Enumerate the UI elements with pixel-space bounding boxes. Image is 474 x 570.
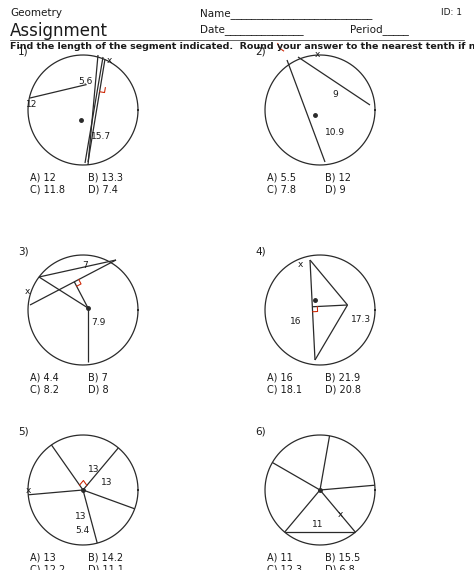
Text: 16: 16 <box>291 317 302 326</box>
Text: Find the length of the segment indicated.  Round your answer to the nearest tent: Find the length of the segment indicated… <box>10 42 474 51</box>
Text: A) 4.4: A) 4.4 <box>30 373 59 383</box>
Text: 13: 13 <box>75 512 86 521</box>
Text: Name___________________________: Name___________________________ <box>200 8 373 19</box>
Text: A) 11: A) 11 <box>267 553 293 563</box>
Text: A) 13: A) 13 <box>30 553 56 563</box>
Text: B) 21.9: B) 21.9 <box>325 373 360 383</box>
Text: B) 14.2: B) 14.2 <box>88 553 123 563</box>
Text: 9: 9 <box>332 90 338 99</box>
Text: Date_______________: Date_______________ <box>200 24 304 35</box>
Text: B) 7: B) 7 <box>88 373 108 383</box>
Text: x: x <box>25 287 30 296</box>
Text: A) 16: A) 16 <box>267 373 293 383</box>
Text: B) 13.3: B) 13.3 <box>88 173 123 183</box>
Text: 5.6: 5.6 <box>78 77 93 86</box>
Text: 2): 2) <box>255 47 265 57</box>
Text: x: x <box>298 260 303 269</box>
Text: D) 9: D) 9 <box>325 185 346 195</box>
Text: Assignment: Assignment <box>10 22 108 40</box>
Text: ID: 1: ID: 1 <box>441 8 462 17</box>
Text: 5): 5) <box>18 427 28 437</box>
Text: 13: 13 <box>88 465 100 474</box>
Text: D) 6.8: D) 6.8 <box>325 565 355 570</box>
Text: A) 5.5: A) 5.5 <box>267 173 296 183</box>
Text: 7: 7 <box>82 260 88 270</box>
Text: Period_____: Period_____ <box>350 24 409 35</box>
Text: Geometry: Geometry <box>10 8 62 18</box>
Text: x: x <box>315 50 320 59</box>
Text: 6): 6) <box>255 427 265 437</box>
Text: C) 7.8: C) 7.8 <box>267 185 296 195</box>
Text: 11: 11 <box>312 520 323 529</box>
Text: x: x <box>26 486 31 495</box>
Text: 4): 4) <box>255 247 265 257</box>
Text: 7.9: 7.9 <box>91 318 105 327</box>
Text: D) 7.4: D) 7.4 <box>88 185 118 195</box>
Text: 12: 12 <box>26 100 37 109</box>
Text: x: x <box>107 56 112 65</box>
Text: D) 8: D) 8 <box>88 385 109 395</box>
Text: D) 11.1: D) 11.1 <box>88 565 124 570</box>
Text: 1): 1) <box>18 47 28 57</box>
Text: 3): 3) <box>18 247 28 257</box>
Text: 17.3: 17.3 <box>350 315 371 324</box>
Text: C) 12.2: C) 12.2 <box>30 565 65 570</box>
Text: 13: 13 <box>101 478 112 487</box>
Text: x: x <box>338 510 343 519</box>
Text: B) 12: B) 12 <box>325 173 351 183</box>
Text: 5.4: 5.4 <box>75 526 89 535</box>
Text: B) 15.5: B) 15.5 <box>325 553 360 563</box>
Text: C) 18.1: C) 18.1 <box>267 385 302 395</box>
Text: 10.9: 10.9 <box>325 128 345 137</box>
Text: C) 8.2: C) 8.2 <box>30 385 59 395</box>
Text: C) 11.8: C) 11.8 <box>30 185 65 195</box>
Text: D) 20.8: D) 20.8 <box>325 385 361 395</box>
Text: C) 12.3: C) 12.3 <box>267 565 302 570</box>
Text: A) 12: A) 12 <box>30 173 56 183</box>
Text: 15.7: 15.7 <box>91 132 111 141</box>
